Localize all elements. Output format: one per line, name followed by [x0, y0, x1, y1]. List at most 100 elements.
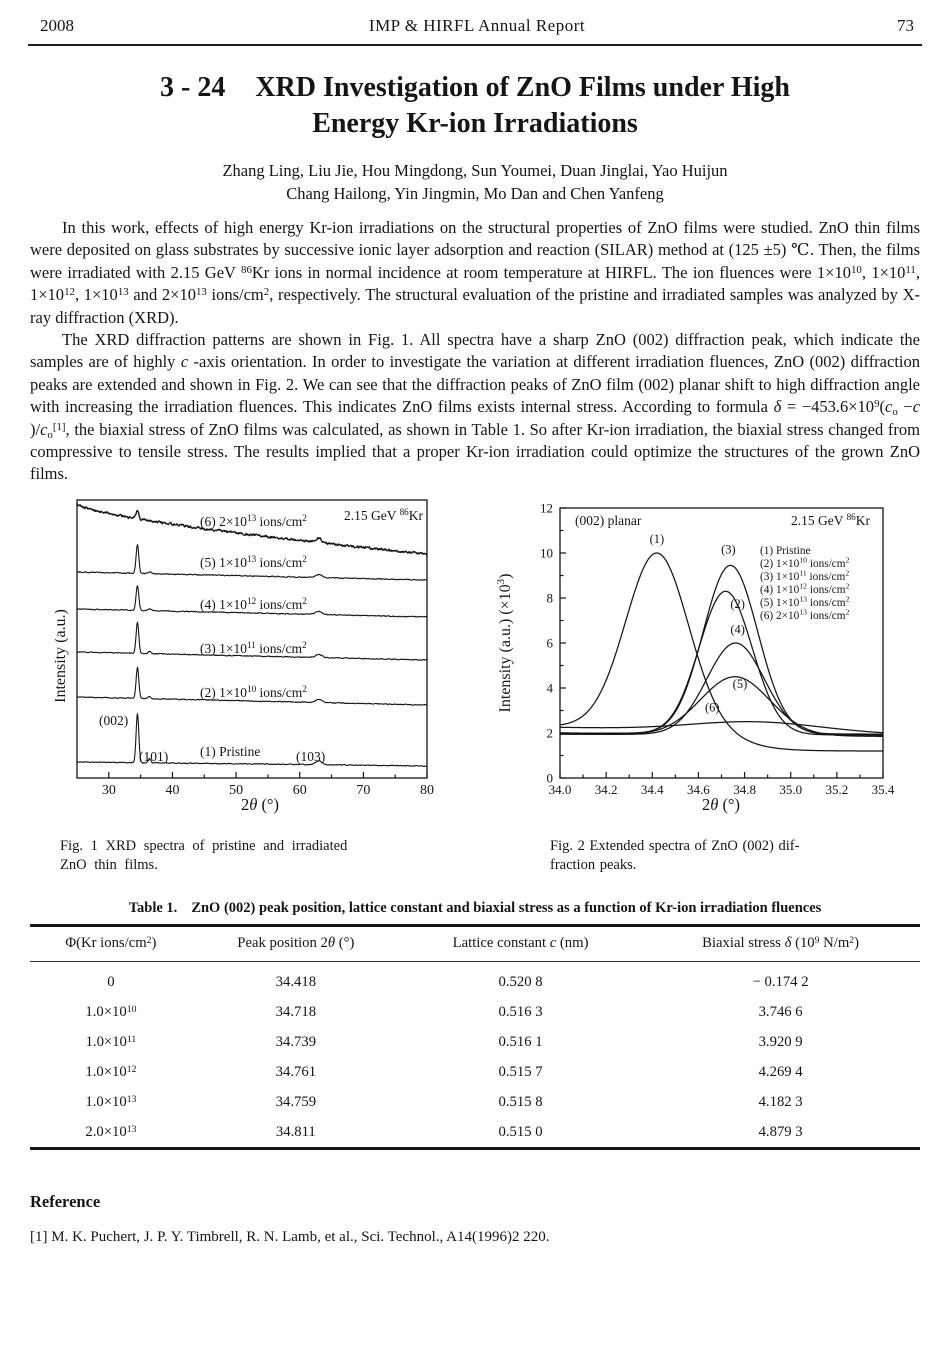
- fig1-x-tick-label: 60: [293, 783, 307, 798]
- table-cell: 34.739: [275, 1033, 317, 1050]
- table-cell: 34.718: [275, 1003, 317, 1020]
- fig1-series-label: (6) 2×1013 ions/cm2: [200, 513, 307, 529]
- table-cell: 3.920 9: [758, 1033, 803, 1050]
- table-cell: 34.811: [275, 1123, 316, 1140]
- fig2-x-axis-label: 2θ (°): [702, 795, 740, 814]
- table-cell: 2.0×1013: [85, 1123, 137, 1140]
- fig2-x-tick-label: 35.4: [872, 782, 895, 797]
- fig1-curve-6: [76, 502, 428, 556]
- fig2-curve-6: [559, 720, 884, 734]
- article-title-line2: Energy Kr-ion Irradiations: [312, 108, 638, 139]
- table-cell: 1.0×1011: [85, 1033, 137, 1050]
- table-cell: 4.269 4: [758, 1063, 803, 1080]
- article-title-line1: 3 - 24 XRD Investigation of ZnO Films und…: [160, 72, 790, 103]
- fig2-curve-label: (4): [730, 622, 745, 636]
- reference-section: Reference [1] M. K. Puchert, J. P. Y. Ti…: [30, 1192, 920, 1246]
- article-title: 3 - 24 XRD Investigation of ZnO Films und…: [0, 70, 950, 142]
- header-rule: [28, 44, 922, 46]
- article-body: In this work, effects of high energy Kr-…: [30, 217, 920, 486]
- fig2-x-tick-label: 35.2: [825, 782, 848, 797]
- table-cell: 1.0×1010: [85, 1003, 137, 1020]
- fig2-curve-5: [559, 676, 884, 737]
- fig1-y-axis-label: Intensity (a.u.): [55, 609, 69, 703]
- fig2-x-tick-label: 34.6: [687, 782, 710, 797]
- table-column-header: Φ(Kr ions/cm2): [30, 925, 192, 962]
- paragraph-1: In this work, effects of high energy Kr-…: [30, 218, 920, 327]
- fig1-peak-label-103: (103): [296, 749, 325, 764]
- table-row: 1.0×1011 34.739 0.516 1 3.920 9: [30, 1027, 920, 1057]
- table-caption: ZnO (002) peak position, lattice constan…: [191, 899, 822, 916]
- table-header-row: Φ(Kr ions/cm2) Peak position 2θ (°) Lattic…: [30, 925, 920, 962]
- fig2-curve-4: [559, 642, 883, 736]
- fig2-legend-item: (4) 1×1012 ions/cm2: [760, 582, 850, 596]
- author-list: Zhang Ling, Liu Jie, Hou Mingdong, Sun Y…: [0, 159, 950, 205]
- table-cell: − 0.174 2: [752, 973, 809, 990]
- fig2-legend-item: (5) 1×1013 ions/cm2: [760, 595, 850, 609]
- fig1-x-tick-label: 30: [102, 783, 116, 798]
- table-cell: 1.0×1013: [85, 1093, 137, 1110]
- header-journal-title: IMP & HIRFL Annual Report: [368, 16, 586, 35]
- fig2-curve-label: (6): [705, 701, 720, 715]
- fig2-curve-label: (2): [730, 597, 745, 611]
- fig1-x-tick-label: 80: [420, 783, 434, 798]
- table-cell: 3.746 6: [758, 1003, 803, 1020]
- header-year: 2008: [40, 16, 74, 35]
- fig1-curve-2: [76, 666, 428, 706]
- fig2-curve-3: [560, 564, 883, 735]
- fig2-y-tick-label: 4: [547, 680, 554, 695]
- fig2-legend-item: (1) Pristine: [760, 545, 811, 557]
- fig1-x-tick-label: 50: [229, 783, 243, 798]
- figure-1-caption: Fig. 1 XRD spectra of pristine and irrad…: [60, 837, 348, 874]
- fig1-peak-label-101: (101): [139, 749, 168, 764]
- fig1-curve-4: [76, 585, 428, 618]
- fig1-curve-3: [76, 621, 428, 661]
- figure-1: 30 40 50 60 70 80 2θ (°) Intensity (a.u.) 2.15 G…: [52, 496, 465, 831]
- table-column-header: Biaxial stress δ (109 N/m2): [641, 925, 920, 962]
- section-number: 3 - 24: [160, 72, 226, 103]
- fig2-y-axis-label: Intensity (a.u.) (×103): [495, 573, 514, 712]
- fig1-series-label: (3) 1×1011 ions/cm2: [200, 640, 307, 656]
- fig2-curve-label: (1): [650, 532, 665, 546]
- fig2-x-tick-label: 34.8: [733, 782, 756, 797]
- fig2-y-tick-label: 2: [547, 725, 554, 740]
- fig2-curve-label: (5): [733, 677, 748, 691]
- fig2-legend-item: (3) 1×1011 ions/cm2: [760, 569, 849, 583]
- table-cell: 0.516 1: [498, 1033, 543, 1050]
- fig2-y-tick-label: 10: [540, 545, 553, 560]
- reference-item: [1] M. K. Puchert, J. P. Y. Timbrell, R.…: [30, 1229, 550, 1246]
- fig1-series-label: (2) 1×1010 ions/cm2: [200, 684, 307, 700]
- paragraph-2: The XRD diffraction patterns are shown i…: [30, 330, 921, 484]
- table-row: 1.0×1012 34.761 0.515 7 4.269 4: [30, 1057, 920, 1087]
- fig2-curve-label: (3): [721, 542, 736, 556]
- fig1-x-tick-label: 70: [356, 783, 370, 798]
- table-row: 0 34.418 0.520 8 − 0.174 2: [30, 961, 920, 997]
- table-cell: 4.182 3: [758, 1093, 803, 1110]
- figure-2-caption: Fig. 2 Extended spectra of ZnO (002) dif…: [550, 837, 800, 874]
- fig1-x-axis-label: 2θ (°): [241, 795, 279, 814]
- table-title: Table 1. ZnO (002) peak position, lattice…: [0, 900, 950, 917]
- table-cell: 4.879 3: [758, 1123, 803, 1140]
- table-cell: 0.520 8: [498, 973, 543, 990]
- running-head: 2008 IMP & HIRFL Annual Report 73: [0, 0, 950, 40]
- table-cell: 0.515 8: [498, 1093, 543, 1110]
- figure-2: 34.0 34.2 34.4 34.6 34.8 35.0 35.2 35.4 0 2 4 6 8 10 1…: [490, 496, 910, 831]
- figure-1-chart: 30 40 50 60 70 80 2θ (°) Intensity (a.u.) 2.15 G…: [52, 499, 434, 814]
- fig1-series-label: (1) Pristine: [200, 744, 260, 759]
- fig1-beam-annotation: 2.15 GeV 86Kr: [344, 507, 424, 523]
- fig2-plane-annotation: (002) planar: [575, 513, 642, 528]
- fig2-legend-item: (6) 2×1013 ions/cm2: [760, 608, 850, 622]
- table-row: 1.0×1010 34.718 0.516 3 3.746 6: [30, 997, 920, 1027]
- fig1-series-label: (5) 1×1013 ions/cm2: [200, 554, 307, 570]
- fig2-y-tick-label: 0: [547, 770, 554, 785]
- reference-list: [1] M. K. Puchert, J. P. Y. Timbrell, R.…: [30, 1229, 920, 1246]
- captions-row: Fig. 1 XRD spectra of pristine and irrad…: [60, 837, 950, 876]
- table-row: 1.0×1013 34.759 0.515 8 4.182 3: [30, 1087, 920, 1117]
- fig2-curve-1: [559, 552, 883, 752]
- table-cell: 34.759: [275, 1093, 317, 1110]
- table-cell: 34.761: [275, 1063, 317, 1080]
- reference-heading: Reference: [30, 1192, 101, 1212]
- fig2-x-tick-label: 34.2: [595, 782, 618, 797]
- fig2-y-tick-label: 8: [547, 590, 554, 605]
- table-cell: 34.418: [275, 973, 317, 990]
